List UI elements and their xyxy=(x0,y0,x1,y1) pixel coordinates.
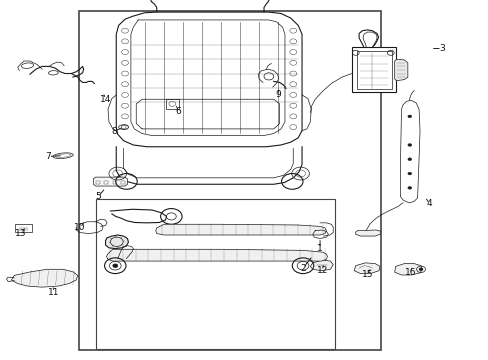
Ellipse shape xyxy=(21,63,34,68)
Polygon shape xyxy=(11,269,78,287)
Text: 14: 14 xyxy=(100,95,111,104)
Text: 16: 16 xyxy=(404,268,415,277)
Polygon shape xyxy=(105,235,128,248)
Text: 15: 15 xyxy=(361,270,372,279)
Circle shape xyxy=(418,268,422,271)
Circle shape xyxy=(407,158,411,161)
Bar xyxy=(79,11,380,350)
Circle shape xyxy=(407,186,411,189)
Polygon shape xyxy=(156,224,326,235)
Ellipse shape xyxy=(55,154,71,157)
Polygon shape xyxy=(116,12,302,147)
Text: 1: 1 xyxy=(317,244,322,253)
Ellipse shape xyxy=(53,153,73,158)
Polygon shape xyxy=(394,264,422,275)
Ellipse shape xyxy=(48,71,58,75)
Bar xyxy=(104,181,108,184)
Circle shape xyxy=(113,264,118,267)
Text: 5: 5 xyxy=(95,192,101,201)
Text: 7: 7 xyxy=(45,152,51,161)
Bar xyxy=(166,99,178,109)
Bar xyxy=(351,48,395,92)
Bar xyxy=(121,181,124,184)
Text: 2: 2 xyxy=(300,264,305,273)
Bar xyxy=(96,181,100,184)
Circle shape xyxy=(407,144,411,147)
Bar xyxy=(356,51,391,89)
Text: 8: 8 xyxy=(111,127,117,136)
Polygon shape xyxy=(106,249,327,261)
Text: 10: 10 xyxy=(74,223,86,232)
Text: 6: 6 xyxy=(176,107,181,116)
Bar xyxy=(112,181,116,184)
Circle shape xyxy=(407,172,411,175)
Bar xyxy=(96,199,334,348)
Polygon shape xyxy=(93,177,127,186)
Text: 3: 3 xyxy=(438,44,444,53)
Polygon shape xyxy=(355,230,380,236)
Bar xyxy=(15,224,32,233)
Polygon shape xyxy=(310,260,332,271)
Polygon shape xyxy=(394,59,407,81)
Text: 13: 13 xyxy=(16,229,27,238)
Ellipse shape xyxy=(119,125,128,130)
Text: 4: 4 xyxy=(426,199,432,208)
Polygon shape xyxy=(400,100,419,203)
Text: 11: 11 xyxy=(47,288,59,297)
Text: 9: 9 xyxy=(275,90,281,99)
Text: 12: 12 xyxy=(316,266,327,275)
Circle shape xyxy=(407,115,411,118)
Polygon shape xyxy=(353,263,379,274)
